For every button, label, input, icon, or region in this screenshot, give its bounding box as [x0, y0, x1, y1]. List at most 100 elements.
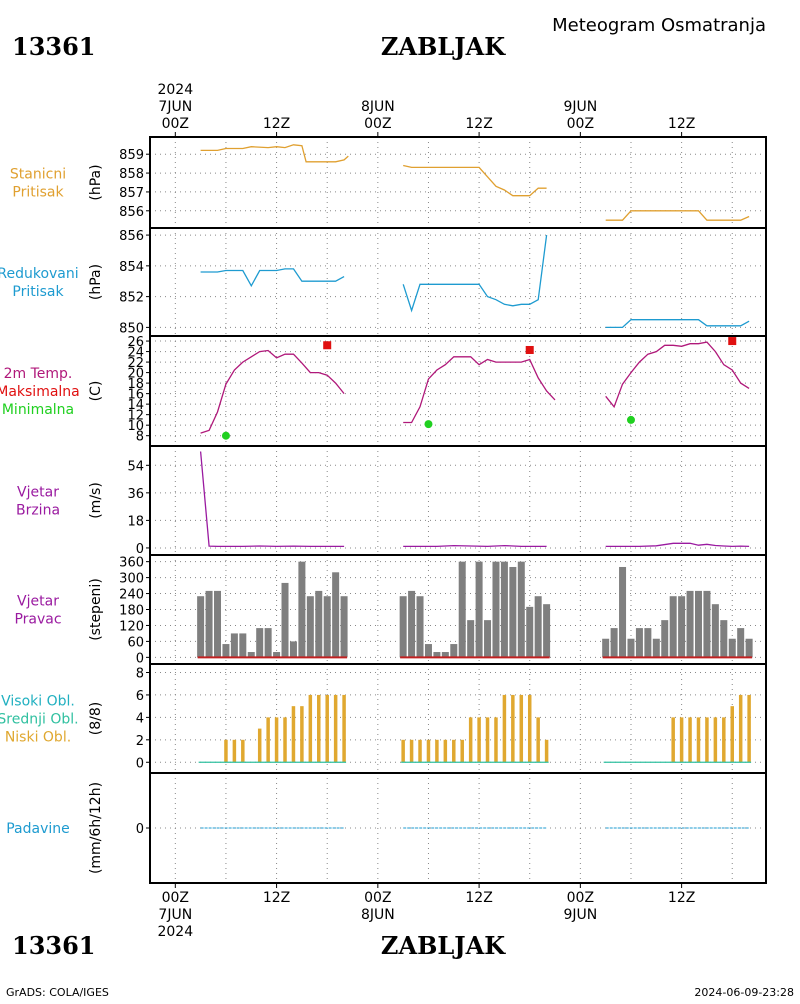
wind-dir-bar — [661, 620, 669, 658]
footer-credit: GrADS: COLA/IGES — [6, 986, 109, 999]
wind-dir-bar — [509, 566, 517, 658]
tmax-marker — [728, 337, 737, 346]
y-tick-label: 0 — [136, 756, 144, 771]
panel-label: Maksimalna — [0, 384, 80, 400]
y-tick-label: 24 — [127, 346, 144, 361]
low-cloud-bar — [401, 739, 405, 763]
y-tick-label: 854 — [119, 260, 144, 275]
wind-dir-bar — [610, 628, 618, 658]
panel-label: Vjetar — [17, 594, 59, 610]
footer-station-name: ZABLJAK — [381, 931, 506, 960]
wind-dir-bar — [737, 628, 745, 658]
panel-label: Pritisak — [12, 284, 64, 300]
series-line — [403, 356, 556, 424]
tmin-marker — [424, 420, 433, 429]
low-cloud-bar — [291, 706, 296, 763]
panel-frame — [149, 445, 767, 556]
wind-dir-bar — [711, 604, 719, 658]
y-tick-label: 0 — [136, 822, 144, 837]
y-tick-label: 36 — [127, 487, 144, 502]
low-cloud-bar — [511, 694, 515, 763]
wind-dir-bar — [408, 590, 416, 658]
bottom-time-label: 00Z — [364, 890, 391, 906]
wind-dir-bar — [416, 596, 424, 658]
y-tick-label: 20 — [127, 367, 144, 382]
series-line — [199, 451, 345, 548]
y-tick-label: 856 — [119, 205, 144, 220]
wind-dir-bar — [602, 638, 610, 658]
wind-dir-bar — [247, 652, 255, 658]
top-time-label: 12Z — [668, 116, 695, 132]
panel-frame — [149, 772, 767, 884]
y-tick-label: 22 — [127, 356, 144, 371]
bottom-time-label: 7JUN — [158, 907, 192, 923]
y-axis-label: (8/8) — [88, 702, 104, 735]
wind-dir-bar — [728, 638, 736, 658]
bottom-time-label: 2024 — [157, 924, 193, 940]
wind-dir-bar — [256, 628, 264, 658]
series-line — [605, 341, 750, 409]
low-cloud-bar — [536, 717, 540, 763]
low-cloud-bar — [477, 717, 481, 763]
bottom-time-label: 12Z — [668, 890, 695, 906]
top-time-label: 2024 — [157, 82, 193, 98]
wind-dir-bar — [441, 652, 449, 658]
wind-dir-bar — [239, 633, 247, 658]
wind-dir-bar — [534, 596, 542, 658]
low-cloud-bar — [722, 717, 726, 763]
y-axis-label: (hPa) — [88, 164, 104, 200]
low-cloud-bar — [325, 694, 329, 763]
wind-dir-bar — [694, 590, 702, 658]
tmax-marker — [525, 345, 534, 354]
series-line — [403, 164, 547, 197]
wind-dir-bar — [652, 638, 660, 658]
wind-dir-bar — [745, 638, 753, 658]
low-cloud-bar — [232, 739, 237, 763]
top-time-label: 9JUN — [563, 99, 597, 115]
low-cloud-bar — [747, 694, 751, 763]
panel-label: Brzina — [16, 503, 60, 519]
y-axis-label: (m/s) — [88, 482, 104, 519]
low-cloud-bar — [317, 694, 321, 763]
wind-dir-bar — [678, 596, 686, 658]
wind-dir-bar — [399, 596, 407, 658]
bottom-time-label: 8JUN — [361, 907, 395, 923]
bottom-time-label: 12Z — [263, 890, 290, 906]
low-cloud-bar — [468, 717, 473, 763]
low-cloud-bar — [544, 739, 549, 763]
wind-dir-bar — [306, 596, 314, 658]
series-line — [200, 144, 349, 163]
wind-dir-bar — [492, 561, 500, 658]
series-line — [200, 349, 345, 434]
low-cloud-bar — [266, 717, 270, 763]
y-tick-label: 180 — [119, 604, 144, 619]
y-tick-label: 859 — [119, 148, 144, 163]
wind-dir-bar — [323, 596, 331, 658]
wind-dir-bar — [500, 561, 508, 658]
y-tick-label: 8 — [136, 666, 144, 681]
panel-precipitation: 0 Padavine (mm/6h/12h) — [6, 772, 767, 884]
series-line — [605, 542, 750, 548]
panel-label: Vjetar — [17, 485, 59, 501]
series-line — [200, 268, 345, 288]
y-tick-label: 300 — [119, 572, 144, 587]
low-cloud-bar — [671, 717, 675, 763]
wind-dir-bar — [281, 582, 289, 658]
series-line — [605, 319, 750, 329]
wind-dir-bar — [475, 561, 483, 658]
y-tick-label: 857 — [119, 186, 144, 201]
panel-label: Pritisak — [12, 185, 64, 201]
panel-wind_speed: 0 18 36 54 Vjetar Brzina (m/s) — [16, 445, 767, 557]
low-cloud-bar — [460, 739, 464, 763]
y-tick-label: 0 — [136, 542, 144, 557]
y-tick-label: 0 — [136, 651, 144, 666]
low-cloud-bar — [257, 728, 262, 763]
top-time-label: 7JUN — [158, 99, 192, 115]
low-cloud-bar — [679, 717, 684, 763]
panel-label: 2m Temp. — [4, 366, 73, 382]
